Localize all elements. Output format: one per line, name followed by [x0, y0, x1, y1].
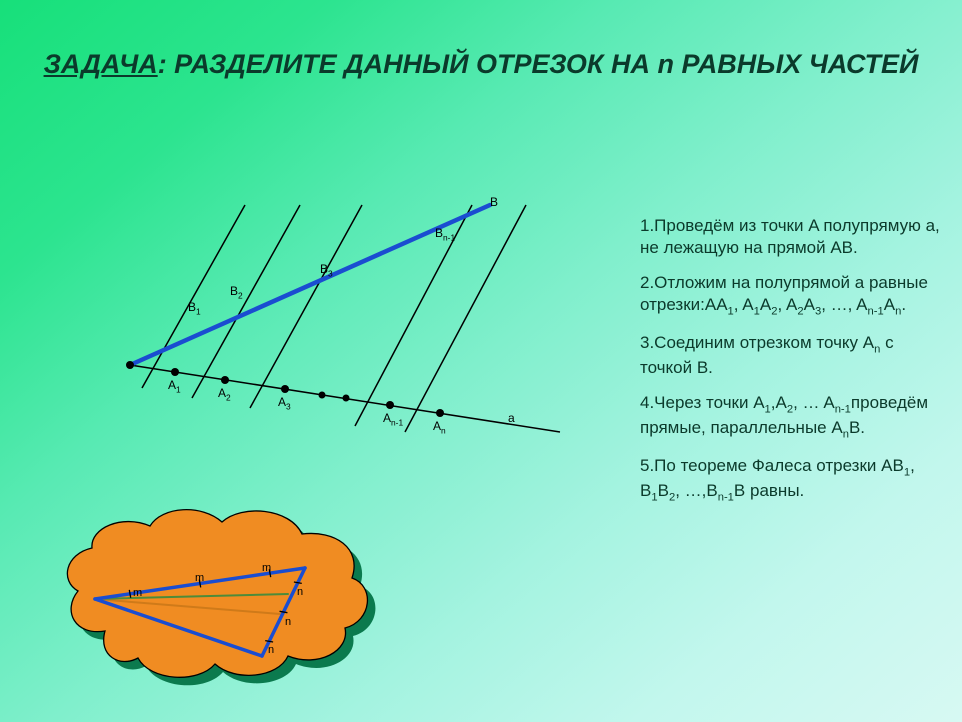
cloud-svg — [50, 486, 390, 696]
step-2: 2.Отложим на полупрямой a равные отрезки… — [640, 272, 940, 319]
cloud-infographic: mmmnnn — [50, 486, 390, 696]
slide-background: ЗАДАЧА: РАЗДЕЛИТЕ ДАННЫЙ ОТРЕЗОК НА n РА… — [0, 0, 962, 722]
step-1: 1.Проведём из точки A полупрямую a, не л… — [640, 215, 940, 259]
step-5: 5.По теореме Фалеса отрезки AB1, B1B2, …… — [640, 455, 940, 505]
steps-text: 1.Проведём из точки A полупрямую a, не л… — [640, 215, 940, 518]
slide-title: ЗАДАЧА: РАЗДЕЛИТЕ ДАННЫЙ ОТРЕЗОК НА n РА… — [0, 48, 962, 82]
title-rest: : РАЗДЕЛИТЕ ДАННЫЙ ОТРЕЗОК НА n РАВНЫХ Ч… — [158, 49, 919, 79]
step-3: 3.Соединим отрезком точку An с точкой B. — [640, 332, 940, 379]
step-4: 4.Через точки A1,A2, … An-1проведём прям… — [640, 392, 940, 442]
diagram-svg — [40, 170, 600, 480]
main-diagram: aBA1A2A3An-1AnB1B2B3Bn-1 — [40, 170, 600, 480]
title-underline: ЗАДАЧА — [44, 49, 158, 79]
